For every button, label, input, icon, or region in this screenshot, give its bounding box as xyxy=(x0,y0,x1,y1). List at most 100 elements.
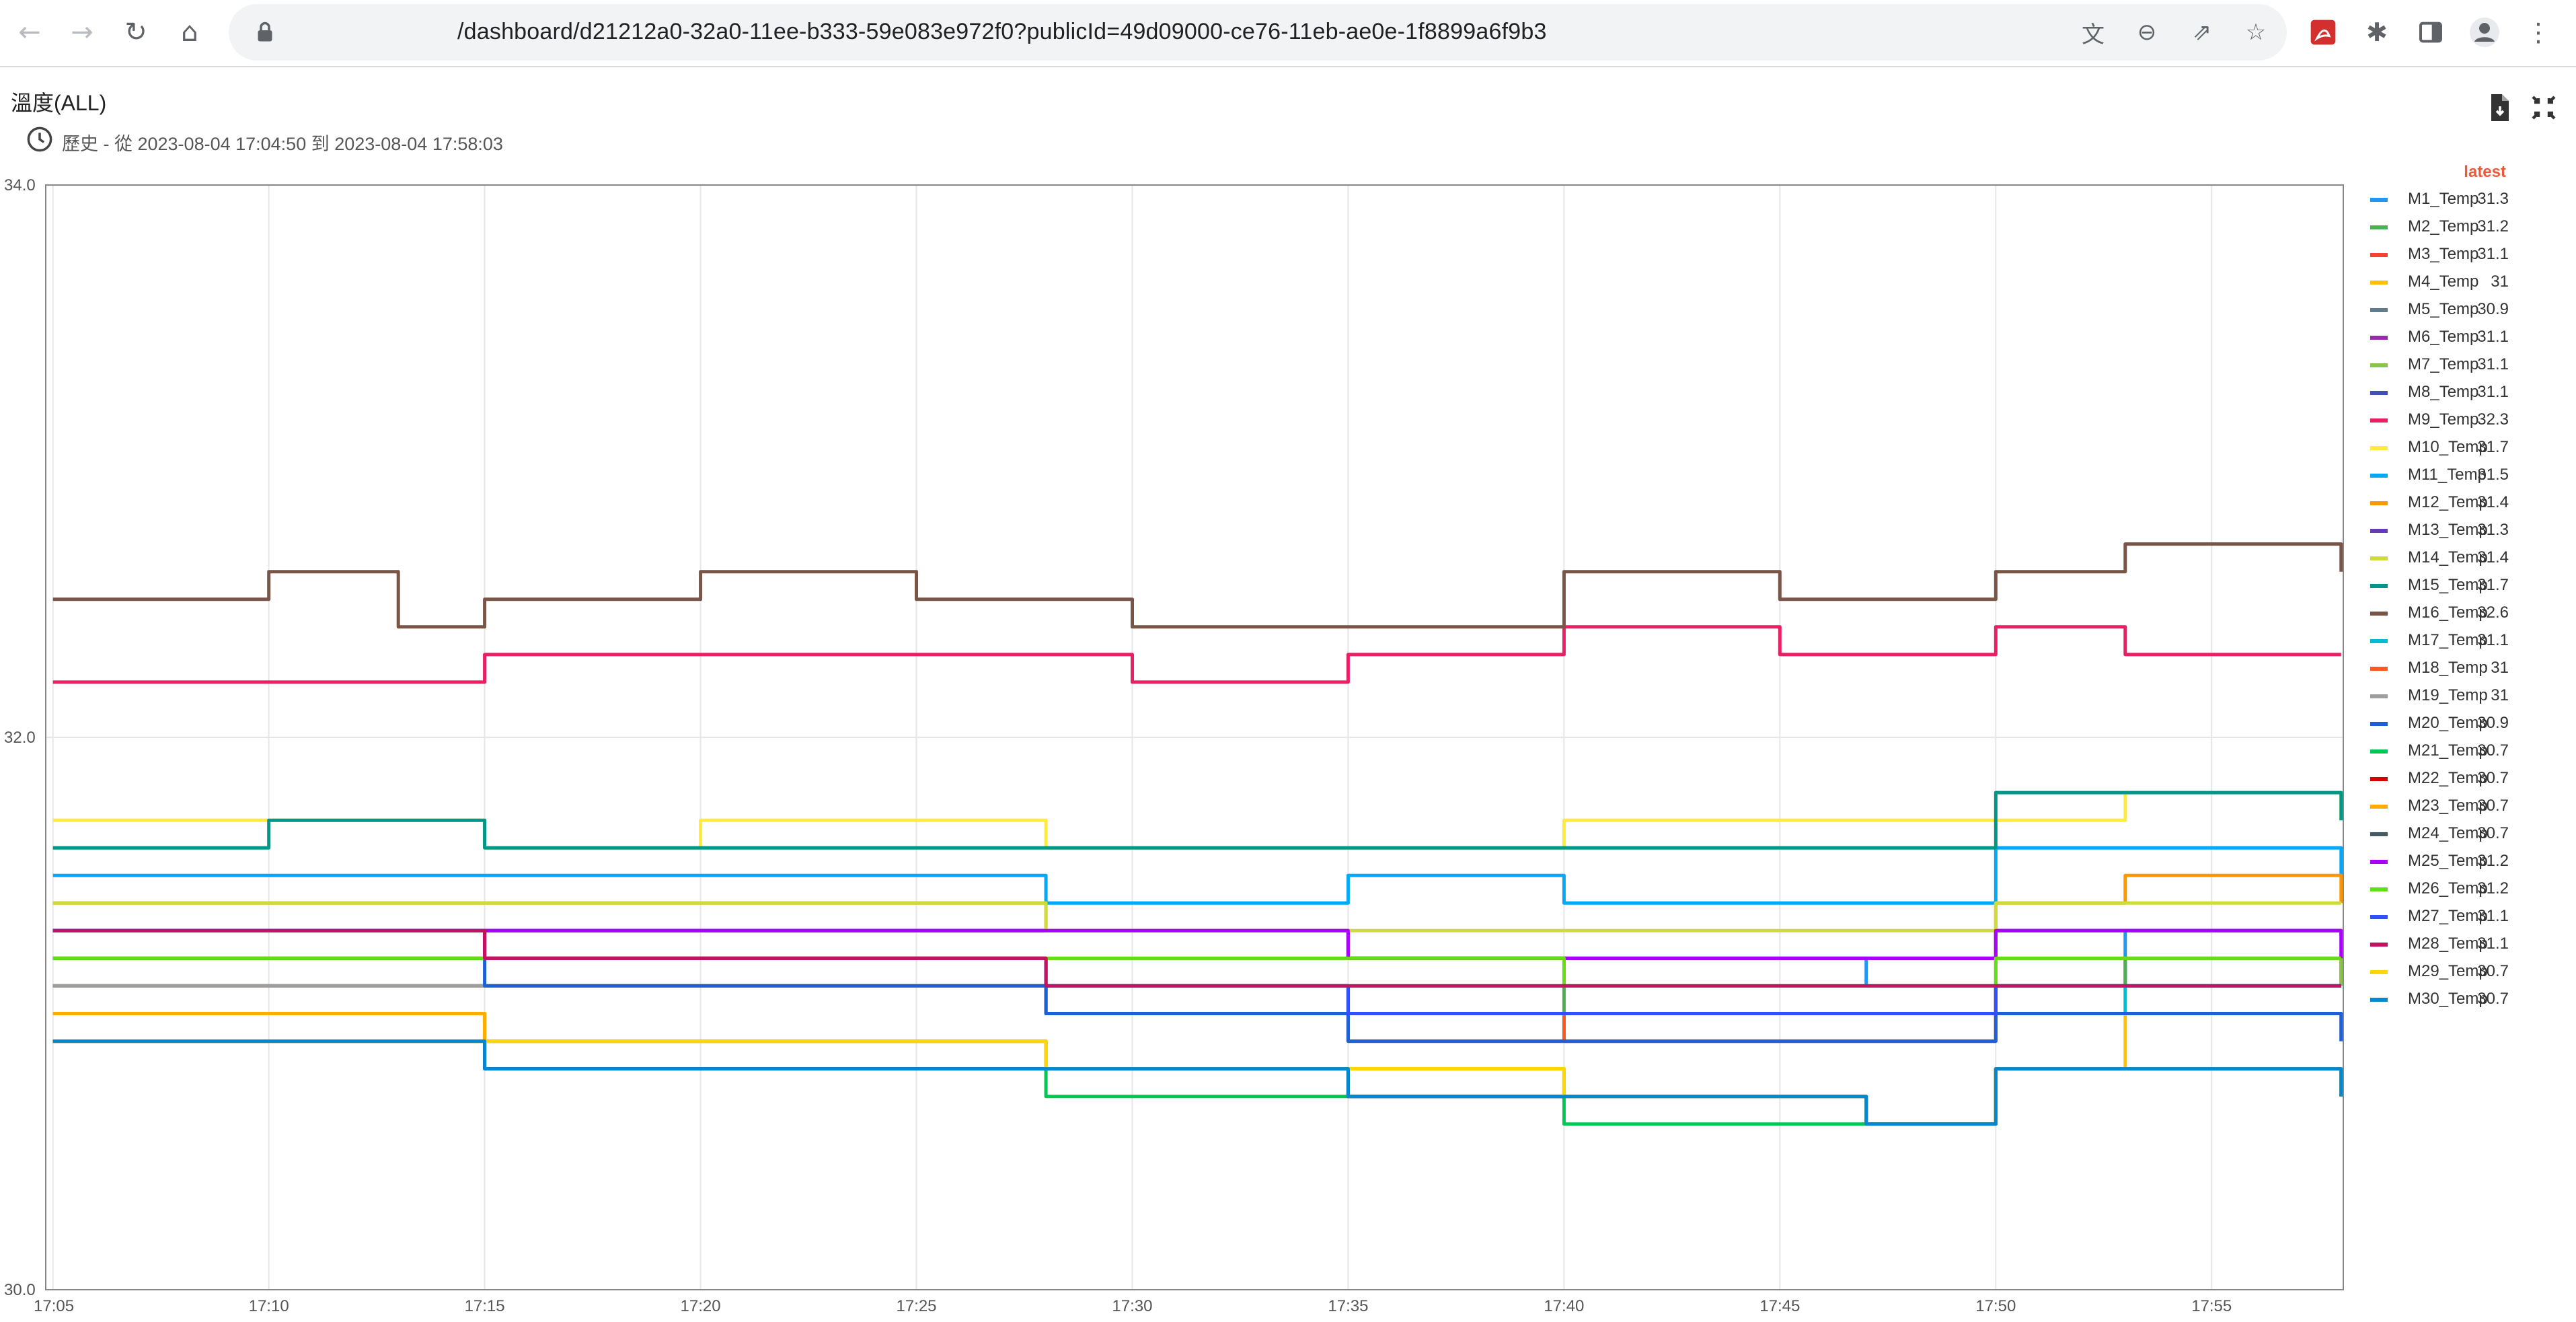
legend-item-M2_Temp[interactable]: M2_Temp 31.2 xyxy=(2365,213,2509,241)
legend-latest-value: 31.1 xyxy=(2477,328,2509,346)
plot-area-border xyxy=(45,184,2344,1290)
legend-swatch xyxy=(2370,860,2388,864)
legend-item-M11_Temp[interactable]: M11_Temp 31.5 xyxy=(2365,462,2509,489)
series-line-M12_Temp[interactable] xyxy=(52,873,2343,960)
legend-item-M3_Temp[interactable]: M3_Temp 31.1 xyxy=(2365,241,2509,268)
series-line-M21_Temp[interactable] xyxy=(52,1039,2343,1126)
reload-icon[interactable]: ↻ xyxy=(124,17,147,48)
y-tick-label: 30.0 xyxy=(4,1281,36,1299)
legend-item-M6_Temp[interactable]: M6_Temp 31.1 xyxy=(2365,324,2509,351)
x-tick-label: 17:50 xyxy=(1975,1297,2016,1315)
legend-item-M30_Temp[interactable]: M30_Temp 30.7 xyxy=(2365,986,2509,1013)
series-line-M9_Temp[interactable] xyxy=(52,625,2341,684)
legend-swatch xyxy=(2370,363,2388,367)
legend-series-name: M28_Temp xyxy=(2408,934,2488,953)
series-line-M15_Temp[interactable] xyxy=(52,791,2343,850)
legend-latest-value: 31.4 xyxy=(2477,548,2509,566)
series-line-M14_Temp[interactable] xyxy=(52,901,2341,932)
legend-series-name: M17_Temp xyxy=(2408,631,2488,649)
legend-item-M26_Temp[interactable]: M26_Temp 31.2 xyxy=(2365,875,2509,903)
legend-item-M5_Temp[interactable]: M5_Temp 30.9 xyxy=(2365,296,2509,324)
legend-item-M8_Temp[interactable]: M8_Temp 31.1 xyxy=(2365,379,2509,406)
legend-latest-value: 32.3 xyxy=(2477,410,2509,429)
series-line-M7_Temp[interactable] xyxy=(52,956,2343,988)
legend-swatch xyxy=(2370,694,2388,698)
legend-item-M10_Temp[interactable]: M10_Temp 31.7 xyxy=(2365,434,2509,462)
legend-latest-value: 30.7 xyxy=(2477,962,2509,980)
legend-item-M28_Temp[interactable]: M28_Temp 31.1 xyxy=(2365,930,2509,958)
series-line-M28_Temp[interactable] xyxy=(52,928,2341,988)
legend-item-M15_Temp[interactable]: M15_Temp 31.7 xyxy=(2365,572,2509,599)
series-line-M16_Temp[interactable] xyxy=(52,542,2343,629)
series-line-M26_Temp[interactable] xyxy=(52,956,2341,988)
legend-item-M18_Temp[interactable]: M18_Temp 31 xyxy=(2365,655,2509,682)
legend-item-M29_Temp[interactable]: M29_Temp 30.7 xyxy=(2365,958,2509,986)
legend-item-M19_Temp[interactable]: M19_Temp 31 xyxy=(2365,682,2509,710)
menu-icon[interactable]: ⋮ xyxy=(2526,17,2551,47)
legend-item-M9_Temp[interactable]: M9_Temp 32.3 xyxy=(2365,406,2509,434)
series-line-M20_Temp[interactable] xyxy=(52,956,2343,1043)
share-icon[interactable]: ⇗ xyxy=(2192,19,2212,46)
legend-item-M22_Temp[interactable]: M22_Temp 30.7 xyxy=(2365,765,2509,793)
legend-item-M16_Temp[interactable]: M16_Temp 32.6 xyxy=(2365,599,2509,627)
lock-icon xyxy=(258,22,272,42)
address-bar[interactable]: /dashboard/d21212a0-32a0-11ee-b333-59e08… xyxy=(229,4,2287,61)
legend-item-M7_Temp[interactable]: M7_Temp 31.1 xyxy=(2365,351,2509,379)
extensions-icon[interactable]: ✱ xyxy=(2366,17,2388,47)
legend-item-M25_Temp[interactable]: M25_Temp 31.2 xyxy=(2365,848,2509,875)
timewindow-label[interactable]: 歷史 - 從 2023-08-04 17:04:50 到 2023-08-04 … xyxy=(62,134,503,154)
legend-series-name: M4_Temp xyxy=(2408,272,2479,291)
series-line-M8_Temp[interactable] xyxy=(52,928,2341,1015)
browser-toolbar: ← → ↻ ⌂ /dashboard/d21212a0-32a0-11ee-b3… xyxy=(0,0,2576,67)
legend-swatch xyxy=(2370,639,2388,643)
home-icon[interactable]: ⌂ xyxy=(181,17,198,48)
translate-icon[interactable]: 文 xyxy=(2082,21,2105,48)
legend-series-name: M18_Temp xyxy=(2408,659,2488,677)
series-line-M24_Temp[interactable] xyxy=(52,1039,2343,1126)
clock-icon xyxy=(27,126,52,152)
legend-swatch xyxy=(2370,998,2388,1002)
legend-swatch xyxy=(2370,612,2388,616)
series-line-M11_Temp[interactable] xyxy=(52,846,2343,905)
legend-latest-value: 30.7 xyxy=(2477,990,2509,1008)
pdf-extension-icon[interactable] xyxy=(2303,12,2343,52)
forward-icon[interactable]: → xyxy=(71,17,93,48)
legend-item-M23_Temp[interactable]: M23_Temp 30.7 xyxy=(2365,793,2509,820)
legend-item-M27_Temp[interactable]: M27_Temp 31.1 xyxy=(2365,903,2509,930)
series-line-M25_Temp[interactable] xyxy=(52,928,2343,960)
legend-swatch xyxy=(2370,722,2388,726)
x-tick-label: 17:10 xyxy=(249,1297,289,1315)
legend-latest-value: 31.1 xyxy=(2477,934,2509,953)
series-line-M22_Temp[interactable] xyxy=(52,1039,2343,1126)
legend-swatch xyxy=(2370,446,2388,450)
zoom-out-icon[interactable]: ⊖ xyxy=(2137,19,2157,46)
series-line-M29_Temp[interactable] xyxy=(52,1039,2343,1126)
legend-item-M14_Temp[interactable]: M14_Temp 31.4 xyxy=(2365,544,2509,572)
fullscreen-exit-icon[interactable] xyxy=(2528,91,2560,124)
chart-grid xyxy=(46,184,2343,1290)
series-line-M3_Temp[interactable] xyxy=(52,928,2341,1015)
url-text[interactable]: /dashboard/d21212a0-32a0-11ee-b333-59e08… xyxy=(457,19,1547,44)
export-icon[interactable] xyxy=(2483,91,2515,124)
series-line-M30_Temp[interactable] xyxy=(52,1039,2343,1126)
series-line-M13_Temp[interactable] xyxy=(52,928,2341,960)
legend-series-name: M3_Temp xyxy=(2408,245,2479,263)
legend-item-M1_Temp[interactable]: M1_Temp 31.3 xyxy=(2365,186,2509,213)
legend-swatch xyxy=(2370,281,2388,285)
legend-item-M20_Temp[interactable]: M20_Temp 30.9 xyxy=(2365,710,2509,737)
star-icon[interactable]: ☆ xyxy=(2245,19,2267,46)
legend-item-M17_Temp[interactable]: M17_Temp 31.1 xyxy=(2365,627,2509,655)
series-line-M27_Temp[interactable] xyxy=(52,928,2341,1015)
legend-item-M4_Temp[interactable]: M4_Temp 31 xyxy=(2365,268,2509,296)
legend-series-name: M26_Temp xyxy=(2408,879,2488,897)
side-panel-icon[interactable] xyxy=(2411,12,2451,52)
legend-latest-value: 31.7 xyxy=(2477,438,2509,456)
legend-item-M24_Temp[interactable]: M24_Temp 30.7 xyxy=(2365,820,2509,848)
legend-item-M21_Temp[interactable]: M21_Temp 30.7 xyxy=(2365,737,2509,765)
legend-swatch xyxy=(2370,915,2388,919)
back-icon[interactable]: ← xyxy=(18,17,41,48)
legend-item-M12_Temp[interactable]: M12_Temp 31.4 xyxy=(2365,489,2509,517)
legend-item-M13_Temp[interactable]: M13_Temp 31.3 xyxy=(2365,517,2509,544)
legend-swatch xyxy=(2370,887,2388,891)
profile-icon[interactable] xyxy=(2464,12,2505,52)
